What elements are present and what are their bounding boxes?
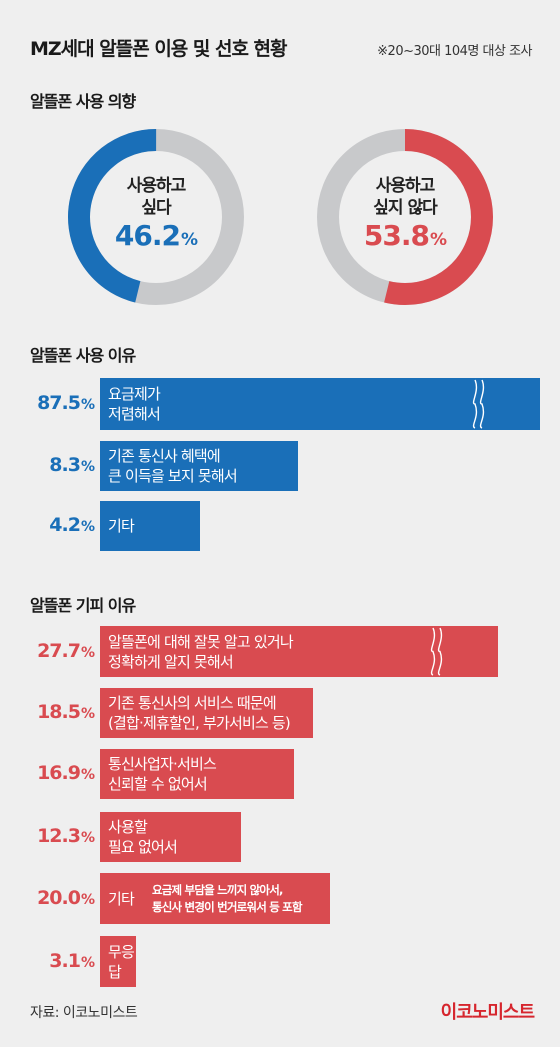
donut-value-2: 53.8%	[363, 219, 447, 252]
axis-break-icon	[430, 627, 443, 676]
bar-value-label: 20.0%	[37, 886, 95, 909]
bar: 기타 요금제 부담을 느끼지 않아서, 통신사 변경이 번거로워서 등 포함	[100, 873, 330, 924]
donut-value-1: 46.2%	[114, 219, 198, 252]
section-title-intent: 알뜰폰 사용 의향	[30, 92, 136, 111]
bar-row: 27.7% 알뜰폰에 대해 잘못 알고 있거나 정확하게 알지 못해서	[0, 626, 560, 677]
bar-row: 87.5% 요금제가 저렴해서	[0, 378, 560, 430]
donut-label-2: 사용하고 싶지 않다	[373, 176, 437, 218]
bar-row: 18.5% 기존 통신사의 서비스 때문에 (결합·제휴할인, 부가서비스 등)	[0, 688, 560, 738]
bar: 기타	[100, 501, 201, 551]
bar-category-label: 기존 통신사 혜택에 큰 이득을 보지 못해서	[108, 447, 238, 485]
bar-row: 8.3% 기존 통신사 혜택에 큰 이득을 보지 못해서	[0, 441, 560, 491]
bar-value-label: 27.7%	[37, 639, 95, 662]
bar: 무응답	[100, 936, 136, 987]
bar: 기존 통신사 혜택에 큰 이득을 보지 못해서	[100, 441, 298, 491]
bar-category-label: 기타	[108, 889, 135, 908]
bar-value-label: 18.5%	[37, 701, 95, 723]
chart-title: MZ세대 알뜰폰 이용 및 선호 현황	[30, 38, 288, 60]
bar-category-label: 기타	[108, 517, 135, 535]
bar-row: 3.1% 무응답	[0, 936, 560, 987]
section-title-use-reasons: 알뜰폰 사용 이유	[30, 346, 136, 365]
bar-value-label: 8.3%	[49, 454, 95, 476]
bar: 요금제가 저렴해서	[100, 378, 540, 430]
bar-row: 4.2% 기타	[0, 501, 560, 551]
bar-value-label: 12.3%	[37, 825, 95, 847]
donut-label-1: 사용하고 싶다	[126, 176, 187, 218]
bar-category-label: 사용할 필요 없어서	[108, 818, 178, 856]
donut-chart-2	[317, 129, 493, 305]
donut-slice-1	[68, 129, 244, 305]
bar: 기존 통신사의 서비스 때문에 (결합·제휴할인, 부가서비스 등)	[100, 688, 313, 738]
bar: 알뜰폰에 대해 잘못 알고 있거나 정확하게 알지 못해서	[100, 626, 498, 677]
bar-category-label: 무응답	[108, 942, 135, 981]
bar-value-label: 16.9%	[37, 762, 95, 784]
bar-category-label: 통신사업자·서비스 신뢰할 수 없어서	[108, 755, 217, 793]
bar-category-label: 요금제가 저렴해서	[108, 385, 161, 423]
bar-category-label: 알뜰폰에 대해 잘못 알고 있거나 정확하게 알지 못해서	[108, 632, 294, 671]
survey-note: ※20~30대 104명 대상 조사	[377, 44, 532, 59]
bar-value-label: 4.2%	[49, 514, 95, 536]
source-text: 자료: 이코노미스트	[30, 1005, 138, 1021]
bar: 통신사업자·서비스 신뢰할 수 없어서	[100, 749, 295, 799]
bar-value-label: 3.1%	[49, 949, 95, 972]
bar-row: 12.3% 사용할 필요 없어서	[0, 812, 560, 862]
bar-row: 16.9% 통신사업자·서비스 신뢰할 수 없어서	[0, 749, 560, 799]
bar-category-label: 기존 통신사의 서비스 때문에 (결합·제휴할인, 부가서비스 등)	[108, 694, 291, 732]
donut-slice-2	[317, 129, 493, 305]
bar-row: 20.0% 기타 요금제 부담을 느끼지 않아서, 통신사 변경이 번거로워서 등 …	[0, 873, 560, 924]
brand-logo: 이코노미스트	[440, 1002, 535, 1023]
section-title-avoid-reasons: 알뜰폰 기피 이유	[30, 596, 136, 615]
bar-value-label: 87.5%	[37, 392, 95, 414]
bar: 사용할 필요 없어서	[100, 812, 242, 862]
axis-break-icon	[472, 379, 485, 429]
bar-note-label: 요금제 부담을 느끼지 않아서, 통신사 변경이 번거로워서 등 포함	[152, 882, 303, 914]
donut-chart-1	[68, 129, 244, 305]
